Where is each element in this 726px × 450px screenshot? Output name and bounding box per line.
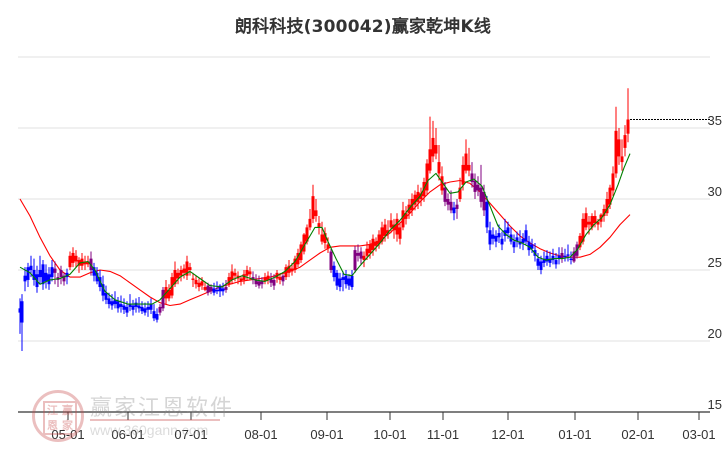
- x-tick-label: 09-01: [310, 427, 343, 442]
- x-tick-label: 12-01: [491, 427, 524, 442]
- y-tick-label: 25: [708, 255, 722, 270]
- x-tick-label: 03-01: [682, 427, 715, 442]
- y-tick-label: 35: [708, 113, 722, 128]
- y-tick-label: 30: [708, 184, 722, 199]
- x-tick-label: 02-01: [621, 427, 654, 442]
- y-tick-label: 20: [708, 326, 722, 341]
- x-tick-label: 10-01: [373, 427, 406, 442]
- grid-lines: [18, 56, 710, 342]
- ma-short-line: [19, 153, 631, 305]
- y-axis: 15 20 25 30 35: [708, 113, 722, 412]
- x-tick-label: 01-01: [558, 427, 591, 442]
- candlesticks: [18, 88, 630, 351]
- x-tick-label: 05-01: [51, 427, 84, 442]
- x-tick-label: 07-01: [174, 427, 207, 442]
- x-tick-label: 08-01: [244, 427, 277, 442]
- x-tick-label: 11-01: [427, 427, 459, 442]
- y-tick-label: 15: [708, 397, 722, 412]
- chart-title: 朗科科技(300042)赢家乾坤K线: [234, 17, 492, 37]
- x-tick-label: 06-01: [111, 427, 144, 442]
- x-axis: 05-01 06-01 07-01 08-01 09-01 10-01 11-01 12-01…: [18, 411, 716, 442]
